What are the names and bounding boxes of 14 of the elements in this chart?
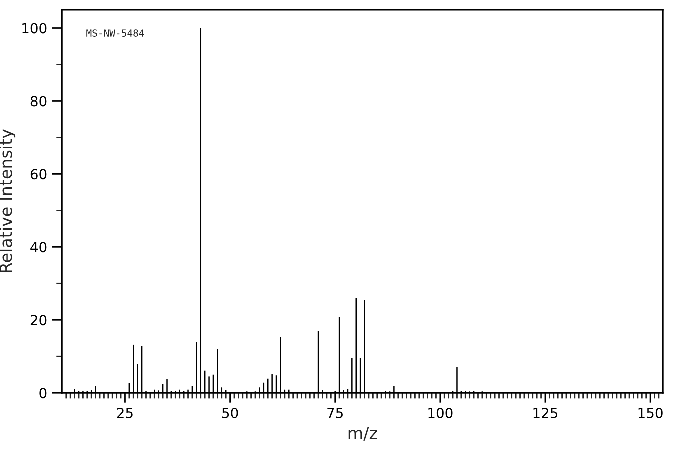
annotation: MS-NW-5484	[86, 30, 144, 37]
y-tick-label: 0	[40, 388, 47, 399]
x-tick-label: 50	[222, 408, 238, 418]
x-tick-label: 100	[428, 408, 453, 418]
y-tick-label: 100	[22, 23, 47, 34]
x-tick-label: 75	[328, 408, 343, 418]
y-tick-label: 80	[30, 96, 47, 107]
y-tick-label: 60	[30, 169, 47, 180]
x-tick-label: 25	[117, 408, 133, 418]
y-tick-label: 40	[30, 242, 47, 253]
y-tick-label: 20	[30, 315, 47, 326]
x-tick-label: 125	[534, 408, 558, 418]
x-tick-label: 150	[638, 408, 663, 418]
x-axis-title: m/z	[348, 427, 378, 441]
